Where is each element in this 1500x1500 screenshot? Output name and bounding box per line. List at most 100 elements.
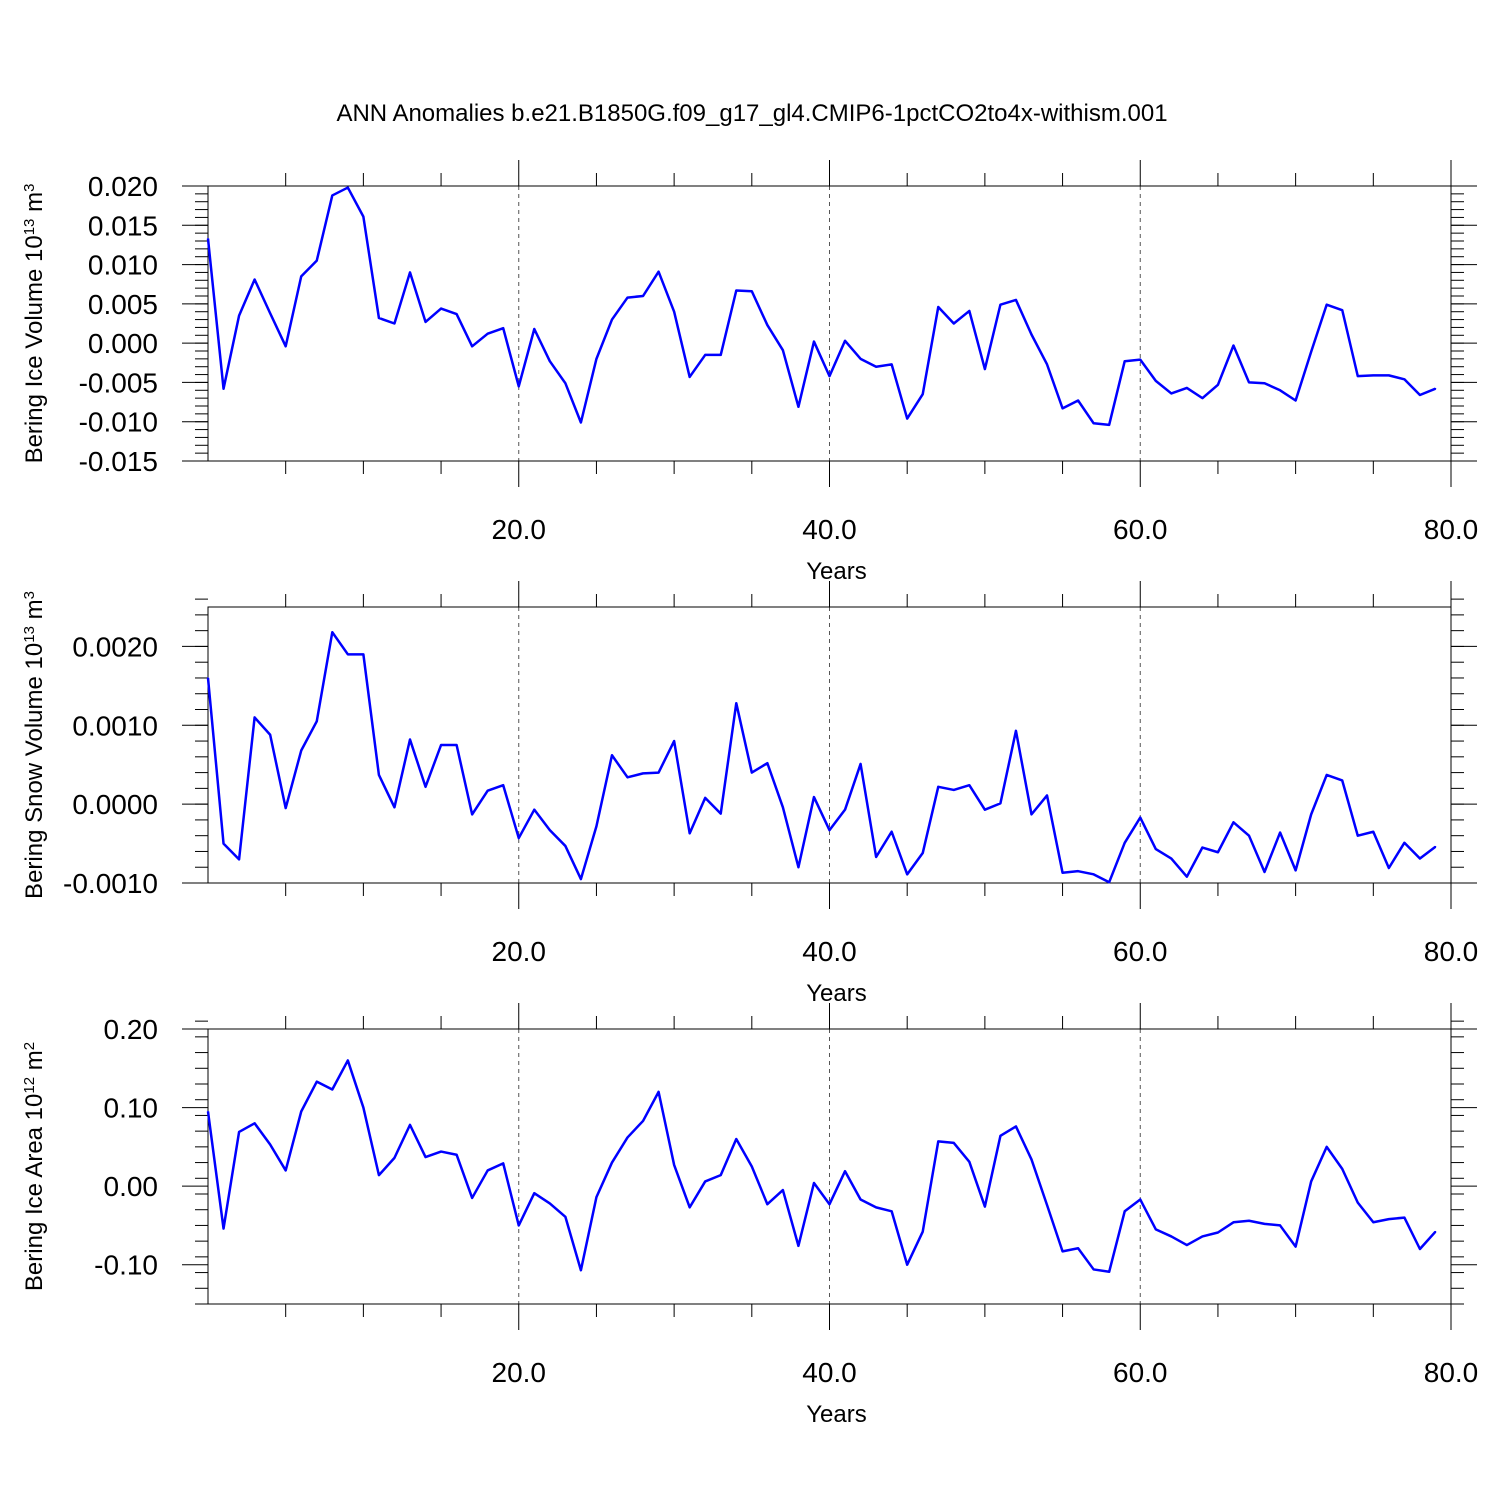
data-point <box>813 796 815 798</box>
data-point <box>828 375 831 377</box>
data-point <box>1279 389 1281 392</box>
data-point <box>1030 813 1033 816</box>
data-point <box>611 754 613 757</box>
data-point <box>1232 344 1235 347</box>
data-point <box>440 1150 442 1153</box>
data-point <box>1030 1158 1033 1161</box>
data-point <box>471 1197 473 1199</box>
data-point <box>751 290 753 293</box>
data-point <box>1170 1235 1173 1238</box>
data-point <box>906 873 908 876</box>
data-point <box>1419 857 1421 860</box>
y-tick-label: -0.0010 <box>63 868 158 899</box>
data-point <box>378 1174 380 1176</box>
data-point <box>378 774 380 776</box>
data-point <box>1279 831 1281 834</box>
data-point <box>1434 387 1437 390</box>
data-point <box>828 829 831 831</box>
data-point <box>859 763 862 765</box>
data-point <box>1294 1245 1297 1248</box>
data-point <box>1154 380 1157 382</box>
data-point <box>424 785 427 788</box>
data-point <box>859 358 862 360</box>
data-point <box>968 1160 971 1163</box>
data-point <box>207 1110 209 1113</box>
x-axis-label: Years <box>806 980 867 1007</box>
data-point <box>782 349 784 352</box>
data-point <box>937 1140 940 1143</box>
data-point <box>611 1161 613 1164</box>
x-tick-label: 40.0 <box>802 514 857 545</box>
data-point <box>1030 333 1033 336</box>
data-point <box>1186 1244 1188 1246</box>
y-tick-label: -0.015 <box>79 446 158 477</box>
data-point <box>455 313 458 315</box>
y-tick-label: 0.005 <box>88 289 158 320</box>
x-tick-label: 60.0 <box>1113 1357 1168 1388</box>
data-point <box>1015 730 1017 732</box>
data-point <box>626 296 629 299</box>
y-axis-label: Bering Snow Volume 1013 m3 <box>21 591 49 899</box>
data-point <box>1279 1224 1281 1227</box>
y-tick-label: 0.20 <box>104 1014 159 1045</box>
data-point <box>751 771 753 774</box>
data-point <box>564 845 567 847</box>
y-axis-label-superscript: 12 <box>21 1077 38 1094</box>
data-point <box>1217 851 1219 854</box>
series-line <box>206 1059 1437 1274</box>
data-point <box>502 1162 505 1165</box>
data-point <box>999 802 1002 805</box>
data-point <box>1310 1180 1312 1183</box>
x-tick-label: 40.0 <box>802 1357 857 1388</box>
data-point <box>968 310 971 312</box>
data-point <box>1403 1216 1406 1219</box>
data-point <box>1077 1247 1079 1250</box>
data-point <box>1123 360 1126 363</box>
data-point <box>1139 358 1142 361</box>
data-point <box>549 829 551 831</box>
data-point <box>797 866 800 869</box>
data-point <box>1217 1231 1219 1234</box>
data-point <box>1341 779 1344 782</box>
data-point <box>1372 830 1375 833</box>
data-point <box>657 270 660 273</box>
data-point <box>1248 1219 1250 1222</box>
data-point <box>1356 834 1359 837</box>
data-point <box>626 1136 629 1139</box>
data-point <box>269 733 271 736</box>
data-point <box>502 327 505 330</box>
x-tick-label: 80.0 <box>1424 1357 1479 1388</box>
data-point <box>735 702 738 705</box>
data-point <box>813 340 815 343</box>
data-point <box>564 1215 567 1218</box>
y-tick-label: 0.0010 <box>72 710 158 741</box>
data-point <box>1372 374 1375 377</box>
data-point <box>517 1224 520 1227</box>
data-point <box>1403 841 1406 844</box>
data-point <box>921 393 924 396</box>
y-tick-label: 0.000 <box>88 328 158 359</box>
data-point <box>1325 303 1328 306</box>
data-point <box>1108 424 1110 426</box>
data-point <box>1310 813 1312 816</box>
data-point <box>1248 381 1250 384</box>
data-point <box>238 1131 240 1133</box>
data-point <box>953 322 955 325</box>
data-point <box>378 317 380 319</box>
data-point <box>1139 816 1142 819</box>
data-point <box>1388 1218 1390 1220</box>
data-point <box>269 312 271 315</box>
data-point <box>1015 299 1017 301</box>
data-point <box>611 318 613 321</box>
data-point <box>1123 841 1126 844</box>
data-point <box>906 417 908 420</box>
data-point <box>999 303 1002 306</box>
data-point <box>1217 383 1219 386</box>
data-point <box>517 837 520 839</box>
y-axis-label: Bering Ice Volume 1013 m3 <box>21 184 49 464</box>
panels: 0.020 0.015 0.010 0.005 0.000 -0.005 -0.010 -0.… <box>21 160 1479 1428</box>
data-point <box>906 1263 908 1266</box>
data-point <box>424 1156 427 1158</box>
y-axis-label: Bering Ice Area 1012 m2 <box>21 1042 49 1291</box>
